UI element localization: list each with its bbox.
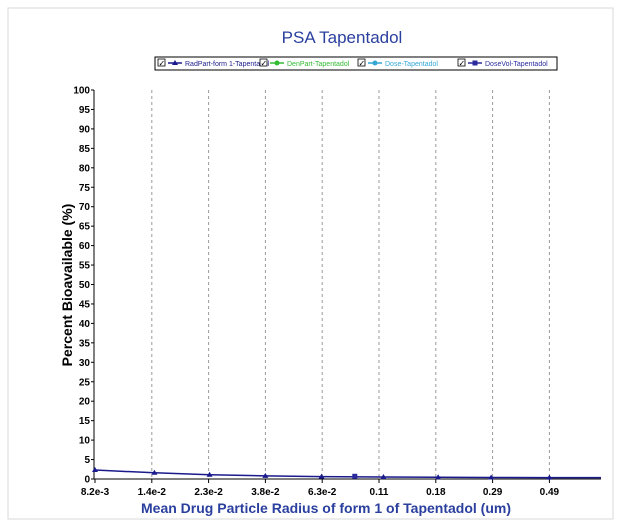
legend-label: DenPart-Tapentadol — [287, 61, 350, 68]
x-tick-label: 3.8e-2 — [251, 487, 280, 498]
x-tick-label: 1.4e-2 — [138, 487, 167, 498]
x-tick-label: 0.49 — [540, 487, 560, 498]
grid — [151, 90, 550, 479]
y-tick-label: 75 — [79, 183, 91, 194]
chart-title: PSA Tapentadol — [282, 28, 403, 47]
y-tick-label: 15 — [79, 416, 91, 427]
data-point — [352, 473, 358, 479]
panel-border — [7, 7, 614, 520]
data-point — [92, 467, 98, 473]
legend-checkbox — [457, 58, 466, 67]
plot-area — [92, 467, 601, 480]
y-tick-label: 60 — [79, 241, 91, 252]
y-tick-label: 35 — [79, 338, 91, 349]
checkmark-icon: ✓ — [359, 59, 366, 68]
x-tick-label: 0.18 — [426, 487, 446, 498]
y-tick-label: 85 — [79, 144, 91, 155]
data-point — [318, 473, 325, 479]
y-tick-label: 5 — [84, 455, 90, 466]
y-tick-label: 90 — [79, 124, 91, 135]
data-point — [206, 471, 213, 477]
legend: ✓ RadPart-form 1-Tapentadol✓ DenPart-Tapen… — [157, 58, 548, 68]
legend-marker — [472, 60, 478, 66]
y-tick-label: 50 — [79, 280, 91, 291]
data-point — [435, 474, 442, 480]
legend-marker — [274, 60, 280, 66]
y-tick-label: 70 — [79, 202, 91, 213]
legend-checkbox — [157, 58, 166, 67]
y-tick-label: 20 — [79, 397, 91, 408]
legend-label: DoseVol-Tapentadol — [485, 61, 548, 68]
data-point — [151, 469, 158, 475]
data-point — [262, 472, 269, 478]
legend-label: RadPart-form 1-Tapentadol — [185, 61, 270, 68]
y-tick-label: 100 — [73, 86, 90, 97]
axes — [91, 89, 601, 483]
checkmark-icon: ✓ — [261, 59, 268, 68]
x-tick-label: 8.2e-3 — [81, 487, 110, 498]
legend-marker — [372, 60, 378, 66]
legend-marker — [172, 60, 178, 65]
legend-checkbox — [357, 58, 366, 67]
x-tick-label: 0.11 — [370, 487, 389, 498]
y-tick-label: 95 — [79, 105, 91, 116]
y-tick-label: 30 — [79, 358, 91, 369]
tick-labels: 8.2e-3 1.4e-2 2.3e-2 3.8e-2 6.3e-2 0.11 0.18 0.… — [73, 86, 559, 499]
checkmark-icon: ✓ — [159, 59, 166, 68]
data-point — [488, 474, 495, 480]
y-tick-label: 80 — [79, 163, 91, 174]
y-tick-label: 40 — [79, 319, 91, 330]
y-axis-title: Percent Bioavailable (%) — [59, 204, 75, 367]
y-tick-label: 25 — [79, 377, 91, 388]
y-tick-label: 45 — [79, 299, 91, 310]
y-tick-label: 10 — [79, 436, 91, 447]
y-tick-label: 65 — [79, 222, 91, 233]
data-point — [380, 474, 387, 480]
y-tick-label: 0 — [84, 475, 90, 486]
data-point — [546, 474, 553, 480]
legend-box — [154, 56, 558, 71]
x-axis-title: Mean Drug Particle Radius of form 1 of T… — [141, 500, 511, 516]
y-tick-label: 55 — [79, 261, 91, 272]
x-tick-label: 0.29 — [483, 487, 503, 498]
x-tick-label: 2.3e-2 — [194, 487, 223, 498]
checkmark-icon: ✓ — [459, 59, 466, 68]
legend-checkbox — [259, 58, 268, 67]
legend-label: Dose-Tapentadol — [385, 61, 438, 68]
x-tick-label: 6.3e-2 — [308, 487, 337, 498]
